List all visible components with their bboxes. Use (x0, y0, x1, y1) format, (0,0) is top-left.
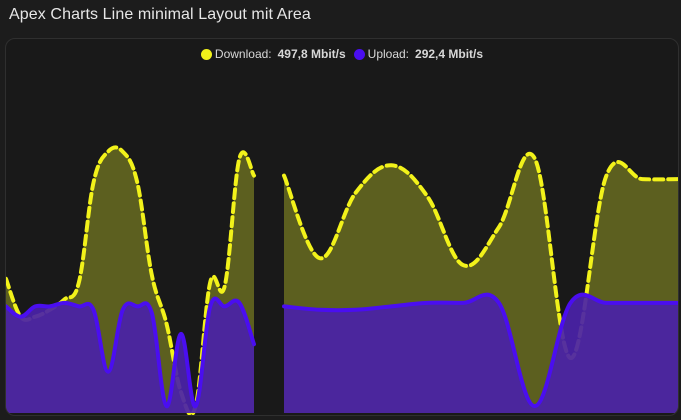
download-point[interactable] (603, 173, 609, 179)
upload-point[interactable] (105, 369, 111, 375)
page-title: Apex Charts Line minimal Layout mit Area (9, 6, 311, 23)
legend-value-upload: 292,4 Mbit/s (415, 47, 484, 61)
legend-item-upload[interactable]: Upload: 292,4 Mbit/s (353, 47, 484, 61)
chart-card: Download: 497,8 Mbit/s Upload: 292,4 Mbi… (5, 38, 679, 416)
legend-label-download: Download: (214, 47, 272, 61)
download-point[interactable] (639, 176, 645, 182)
upload-point[interactable] (76, 303, 82, 309)
download-point[interactable] (236, 155, 242, 161)
upload-line-segment-1 (6, 296, 256, 409)
download-point[interactable] (281, 173, 287, 179)
upload-point[interactable] (134, 303, 140, 309)
download-marker-icon (200, 48, 212, 60)
upload-point[interactable] (251, 341, 257, 347)
upload-point[interactable] (236, 300, 242, 306)
download-point[interactable] (207, 279, 213, 285)
upload-point[interactable] (149, 310, 155, 316)
upload-line-segment-2 (282, 292, 678, 409)
upload-marker-icon (353, 48, 365, 60)
legend-label-upload: Upload: (367, 47, 410, 61)
upload-point[interactable] (603, 300, 609, 306)
download-point[interactable] (317, 255, 323, 261)
download-point[interactable] (149, 272, 155, 278)
download-point[interactable] (353, 190, 359, 196)
upload-point[interactable] (496, 300, 502, 306)
upload-point[interactable] (281, 303, 287, 309)
download-point[interactable] (134, 180, 140, 186)
upload-area-segment-2 (284, 294, 678, 413)
upload-point[interactable] (120, 307, 126, 313)
upload-point[interactable] (91, 307, 97, 313)
download-point[interactable] (164, 321, 170, 327)
upload-point[interactable] (460, 300, 466, 306)
upload-point[interactable] (639, 300, 645, 306)
upload-point[interactable] (47, 303, 53, 309)
download-line-segment-2 (282, 152, 678, 361)
upload-point[interactable] (18, 314, 24, 320)
upload-point[interactable] (389, 303, 395, 309)
upload-point[interactable] (353, 307, 359, 313)
download-point[interactable] (91, 180, 97, 186)
download-point[interactable] (496, 224, 502, 230)
upload-point[interactable] (532, 403, 538, 409)
series-upload[interactable] (6, 292, 678, 413)
upload-point[interactable] (568, 300, 574, 306)
upload-point[interactable] (207, 303, 213, 309)
download-point[interactable] (389, 162, 395, 168)
download-point[interactable] (460, 262, 466, 268)
upload-point[interactable] (222, 303, 228, 309)
chart-legend: Download: 497,8 Mbit/s Upload: 292,4 Mbi… (6, 47, 678, 61)
download-point[interactable] (251, 173, 257, 179)
legend-value-download: 497,8 Mbit/s (277, 47, 346, 61)
download-point[interactable] (120, 149, 126, 155)
area-chart[interactable] (6, 39, 678, 415)
upload-point[interactable] (193, 403, 199, 409)
upload-point[interactable] (164, 403, 170, 409)
legend-item-download[interactable]: Download: 497,8 Mbit/s (200, 47, 346, 61)
download-point[interactable] (76, 279, 82, 285)
download-point[interactable] (424, 193, 430, 199)
upload-point[interactable] (32, 303, 38, 309)
upload-area-segment-1 (6, 298, 254, 413)
upload-point[interactable] (61, 300, 67, 306)
upload-point[interactable] (178, 331, 184, 337)
download-point[interactable] (105, 149, 111, 155)
upload-point[interactable] (317, 307, 323, 313)
download-point[interactable] (532, 155, 538, 161)
upload-point[interactable] (424, 300, 430, 306)
download-point[interactable] (222, 283, 228, 289)
